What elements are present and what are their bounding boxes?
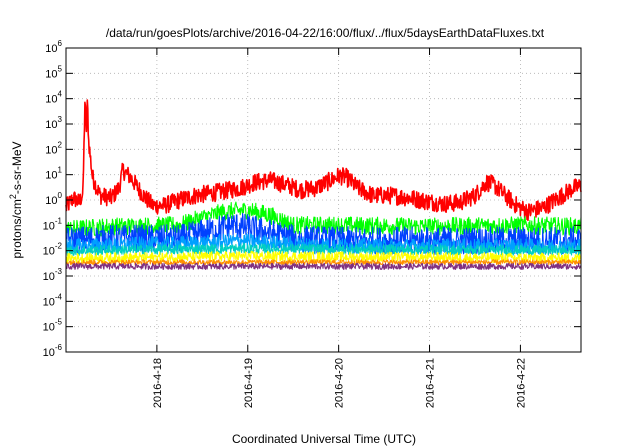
y-tick-label: 10-4	[43, 292, 63, 308]
y-tick-base: 10	[43, 271, 55, 283]
y-tick-label: 103	[45, 115, 62, 131]
y-tick-exponent: 0	[58, 191, 63, 200]
y-axis-title-rest: -s-sr-MeV	[10, 141, 24, 194]
y-tick-base: 10	[45, 68, 57, 80]
y-tick-exponent: 6	[58, 39, 63, 48]
y-tick-base: 10	[43, 347, 55, 359]
y-tick-base: 10	[45, 144, 57, 156]
y-axis-title: protons/cm2-s-sr-MeV	[8, 141, 24, 258]
y-tick-label: 10-5	[43, 318, 63, 334]
y-tick-base: 10	[43, 322, 55, 334]
y-tick-exponent: 1	[58, 166, 63, 175]
y-tick-label: 10-3	[43, 267, 63, 283]
y-tick-base: 10	[43, 220, 55, 232]
x-tick-label: 2016-4-20	[334, 358, 346, 408]
flux-series-line-4	[65, 233, 582, 255]
y-tick-base: 10	[45, 43, 57, 55]
x-tick-label: 2016-4-19	[243, 358, 255, 408]
y-axis-title-sup: 2	[8, 194, 18, 199]
y-tick-label: 105	[45, 64, 62, 80]
y-tick-exponent: 4	[58, 90, 63, 99]
y-tick-base: 10	[43, 246, 55, 258]
y-axis-title-base: protons/cm	[10, 199, 24, 258]
y-tick-exponent: -5	[55, 318, 63, 327]
flux-series-line-3	[65, 213, 582, 256]
y-tick-base: 10	[45, 170, 57, 182]
series-layer	[65, 99, 582, 270]
x-tick-label: 2016-4-21	[425, 358, 437, 408]
flux-series-line-7	[65, 259, 582, 266]
y-tick-base: 10	[45, 195, 57, 207]
chart-title: /data/run/goesPlots/archive/2016-04-22/1…	[106, 26, 545, 40]
y-tick-exponent: -4	[55, 292, 63, 301]
y-tick-exponent: 2	[58, 140, 63, 149]
y-tick-exponent: -6	[55, 343, 63, 352]
y-tick-label: 10-1	[43, 216, 63, 232]
y-tick-label: 102	[45, 140, 62, 156]
y-tick-label: 106	[45, 39, 62, 55]
y-tick-exponent: -1	[55, 216, 63, 225]
flux-series-line-5	[65, 243, 582, 257]
y-tick-base: 10	[45, 119, 57, 131]
x-tick-label: 2016-4-22	[515, 358, 527, 408]
axis-ticks: 10610510410310210110010-110-210-310-410-…	[43, 39, 581, 408]
y-tick-base: 10	[45, 94, 57, 106]
y-tick-exponent: -2	[55, 242, 63, 251]
flux-series-line-8	[65, 262, 582, 270]
y-tick-base: 10	[43, 296, 55, 308]
y-tick-label: 10-6	[43, 343, 63, 359]
flux-series-line-1	[65, 99, 582, 222]
x-axis-title: Coordinated Universal Time (UTC)	[232, 432, 416, 446]
y-tick-exponent: 3	[58, 115, 63, 124]
y-tick-exponent: -3	[55, 267, 63, 276]
x-tick-label: 2016-4-18	[152, 358, 164, 408]
y-tick-label: 10-2	[43, 242, 63, 258]
y-tick-exponent: 5	[58, 64, 63, 73]
y-tick-label: 104	[45, 90, 62, 106]
flux-series-line-6	[65, 250, 582, 264]
y-tick-label: 100	[45, 191, 62, 207]
y-tick-label: 101	[45, 166, 62, 182]
